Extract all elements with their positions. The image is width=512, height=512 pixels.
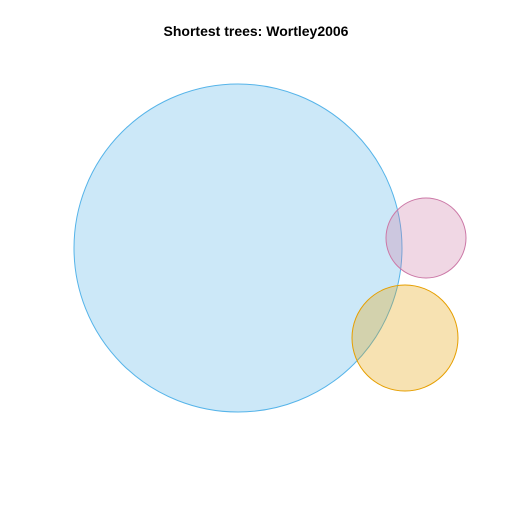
plot-title: Shortest trees: Wortley2006 [163,23,349,39]
venn-set-blue [73,83,403,413]
venn-set-orange [351,284,459,392]
venn-set-pink [385,197,467,279]
